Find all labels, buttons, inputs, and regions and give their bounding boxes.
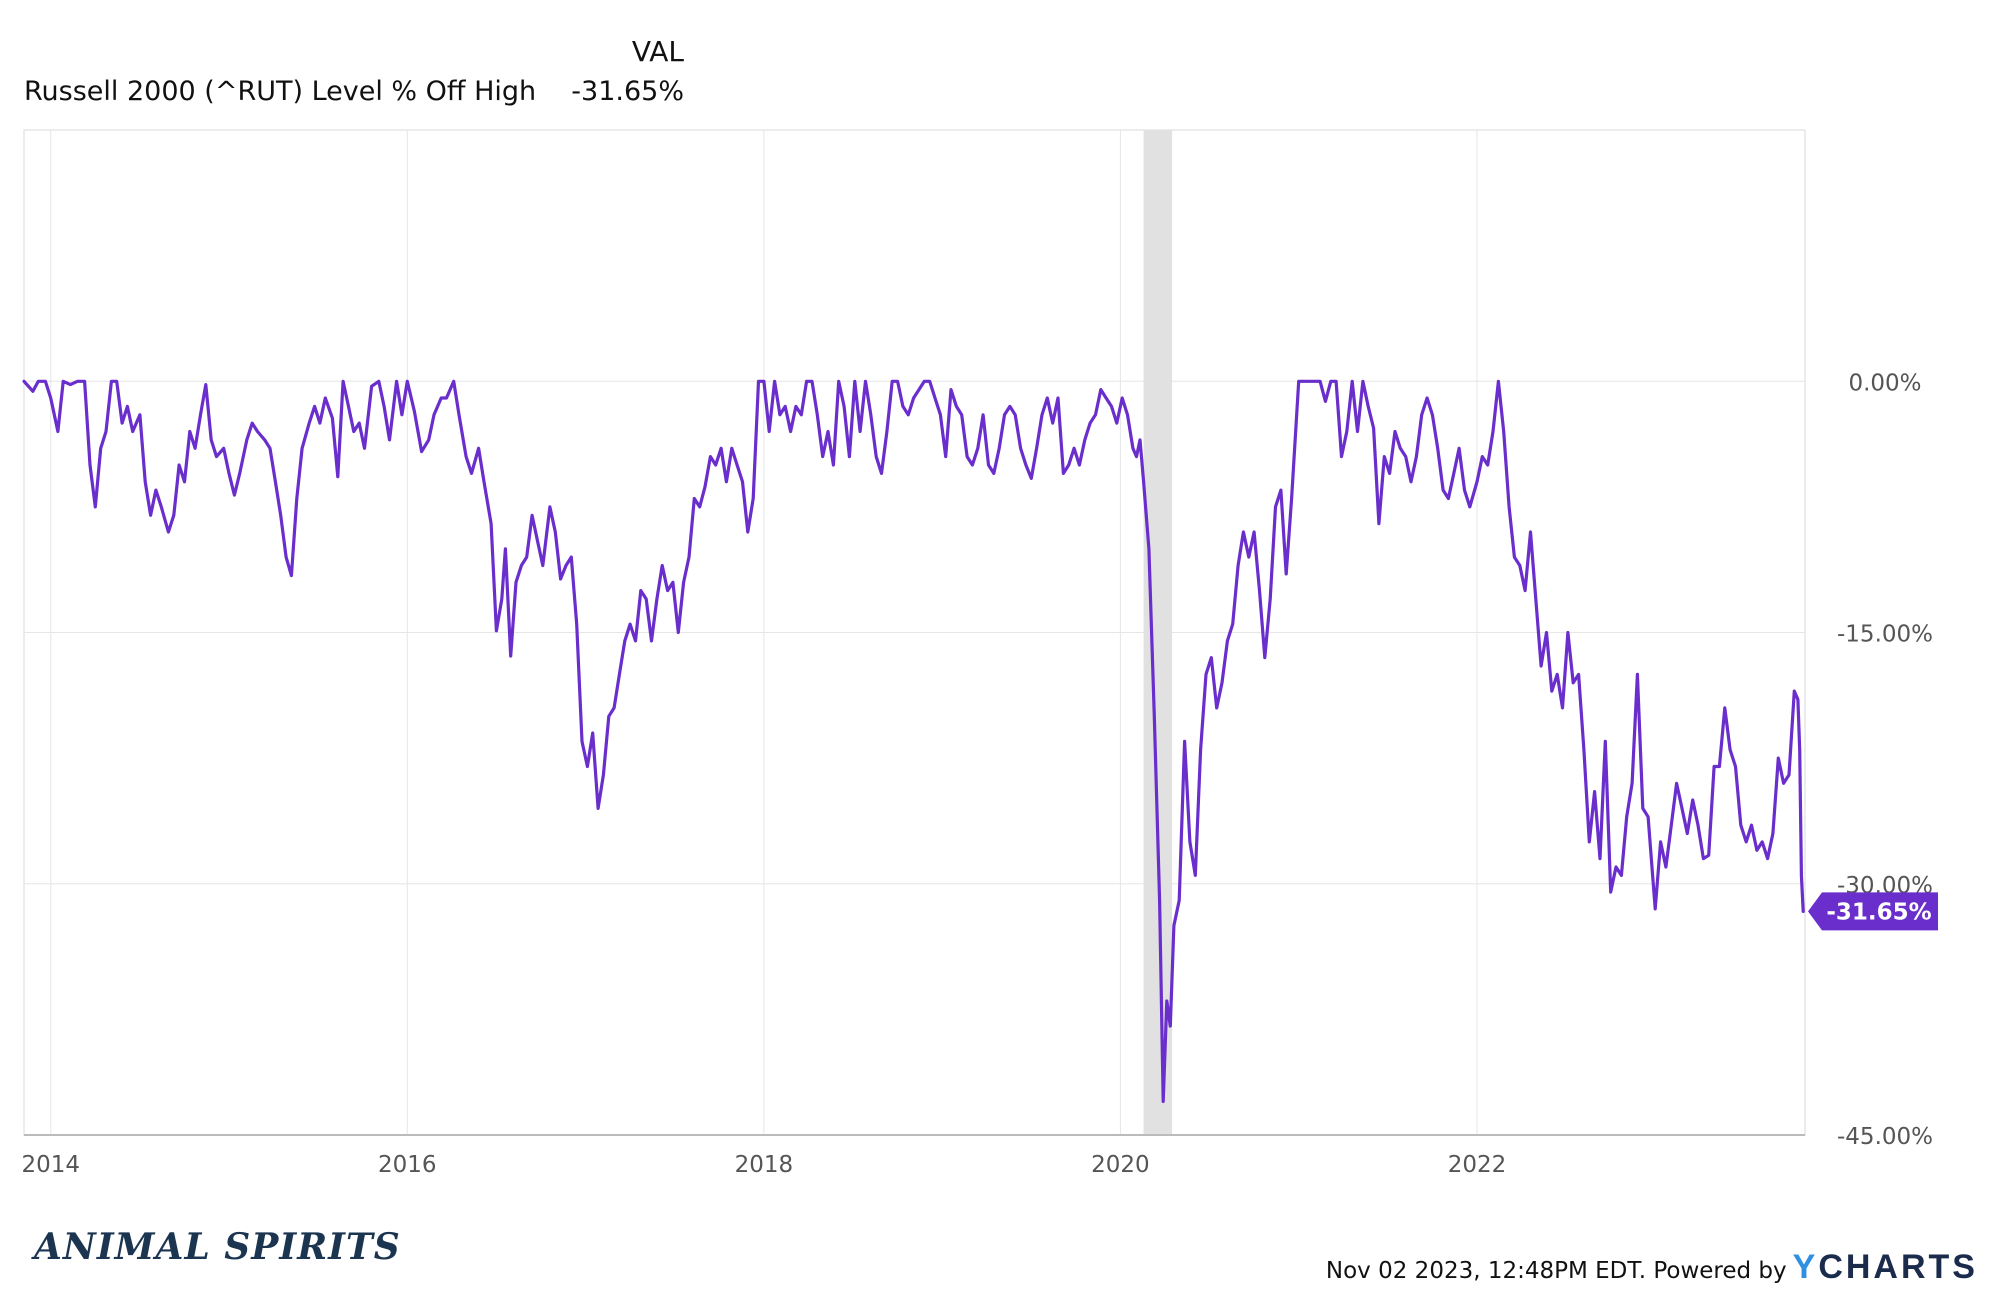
y-tick-label: 0.00% (1848, 370, 1921, 396)
y-tick-label: -45.00% (1837, 1124, 1933, 1150)
ycharts-logo[interactable]: YCHARTS (1792, 1248, 1978, 1286)
line-chart: 0.00%-15.00%-30.00%-45.00%2014 2016 2018 20… (21, 129, 1938, 1178)
legend-row: Russell 2000 (^RUT) Level % Off High -31… (24, 72, 684, 112)
last-value-badge (1808, 892, 1938, 931)
x-tick-label: 2018 (735, 1152, 794, 1178)
x-tick-label: 2014 (21, 1152, 80, 1178)
last-value-label: -31.65% (1826, 899, 1931, 925)
y-tick-label: -15.00% (1837, 622, 1933, 648)
x-tick-label: 2020 (1091, 1152, 1150, 1178)
x-tick-label: 2016 (378, 1152, 437, 1178)
timestamp-text: Nov 02 2023, 12:48PM EDT. Powered by (1325, 1258, 1787, 1284)
recession-shading-layer (1143, 130, 1173, 1135)
last-value-layer: -31.65% (1808, 892, 1938, 931)
recession-band (1143, 130, 1173, 1135)
axis-layer: 0.00%-15.00%-30.00%-45.00%2014 2016 2018 20… (21, 370, 1933, 1178)
chart-legend: VAL Russell 2000 (^RUT) Level % Off High… (24, 32, 684, 112)
x-tick-label: 2022 (1448, 1152, 1507, 1178)
legend-header: VAL (631, 35, 684, 68)
legend-series-label: Russell 2000 (^RUT) Level % Off High (24, 76, 537, 107)
series-line (22, 379, 1805, 1104)
footer-attribution: Nov 02 2023, 12:48PM EDT. Powered by YCH… (1326, 1248, 1978, 1287)
animal-spirits-logo: ANIMAL SPIRITS (34, 1226, 401, 1268)
series-layer (22, 379, 1805, 1104)
legend-series-value: -31.65% (571, 76, 684, 107)
